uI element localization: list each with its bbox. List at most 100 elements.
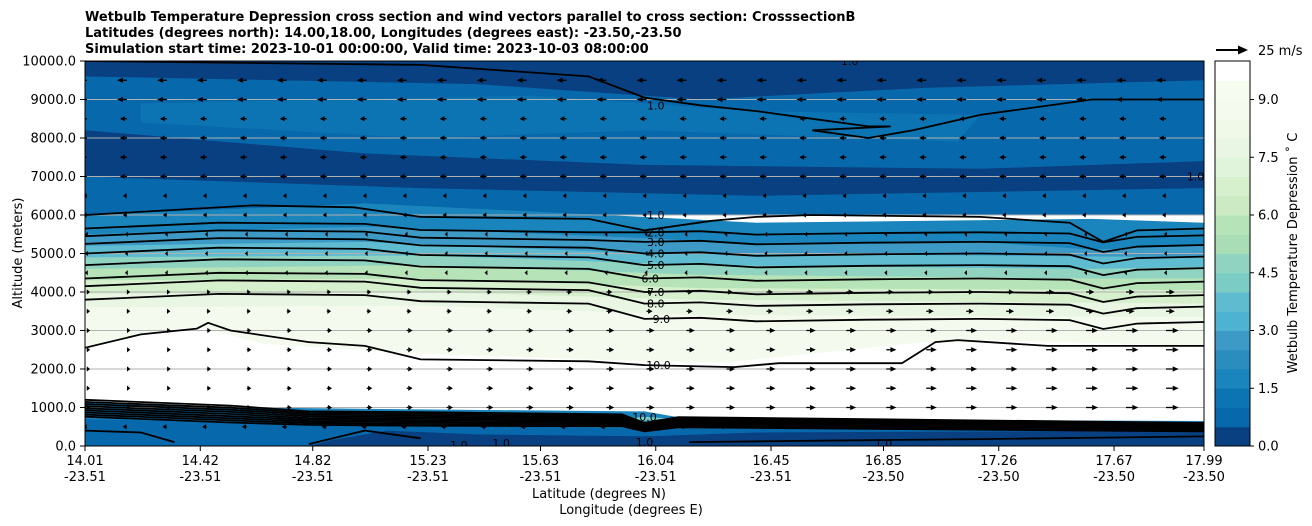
wind-vector-head — [602, 212, 607, 218]
wind-vector-head — [476, 77, 483, 83]
wind-vector-head — [798, 424, 804, 430]
wind-vector-head — [199, 135, 205, 141]
wind-vector-head — [324, 270, 328, 276]
wind-key-arrowhead-icon — [1238, 45, 1248, 55]
wind-vector-head — [567, 308, 573, 314]
y-tick-label: 3000.0 — [31, 324, 77, 339]
colorbar-tick-label: 1.5 — [1258, 382, 1279, 397]
wind-vector-head — [319, 173, 325, 180]
wind-vector-head — [839, 173, 845, 180]
contour-label: 10.0 — [632, 411, 657, 424]
wind-vector-head — [276, 77, 283, 83]
wind-vector-head — [724, 270, 728, 276]
contour-line-surface — [85, 401, 1204, 425]
wind-vector-head — [119, 154, 125, 160]
wind-vector-head — [850, 404, 857, 411]
wind-vector-head — [444, 270, 448, 276]
wind-vector-head — [722, 212, 727, 218]
wind-vector-head — [879, 173, 885, 180]
wind-vector-head — [642, 193, 647, 199]
contour-label: 7.0 — [647, 286, 665, 299]
wind-vector-head — [244, 270, 248, 276]
wind-vector-head — [1039, 135, 1044, 141]
x-tick-label-lat: 15.63 — [522, 454, 559, 469]
wind-vector-head — [207, 404, 211, 411]
wind-vector-head — [562, 193, 567, 199]
wind-vector-head — [567, 289, 573, 295]
wind-vector-head — [810, 385, 816, 391]
wind-vector-head — [488, 327, 494, 334]
wind-vector-head — [439, 135, 445, 141]
wind-vector-head — [167, 327, 171, 334]
wind-vector-head — [1004, 231, 1007, 237]
wind-vector-head — [207, 366, 211, 372]
contour-labels: 1.0 1.0 2.03.04.05.06.07.08.0 9.0 10.0 10.0 1.… — [450, 61, 1204, 450]
wind-vector-head — [1044, 270, 1047, 276]
contour-line-surface-1b — [308, 429, 421, 445]
wind-vector-head — [1036, 424, 1043, 430]
wind-vector-head — [202, 212, 207, 218]
wind-vector-head — [244, 231, 248, 237]
contour-label: 1.0 — [492, 437, 510, 450]
wind-vector-head — [516, 77, 523, 83]
wind-vector-head — [276, 96, 283, 103]
wind-vector-head — [167, 404, 171, 411]
wind-vector-head — [644, 270, 648, 276]
wind-vector-head — [444, 231, 448, 237]
wind-vector-head — [769, 366, 776, 372]
wind-vector-head — [1169, 308, 1175, 314]
wind-vector-head — [799, 173, 805, 180]
wind-vector-head — [207, 308, 211, 314]
contour-line-surface — [85, 405, 1204, 428]
wind-vector-head — [516, 96, 523, 103]
wind-vector-head — [1159, 116, 1164, 122]
wind-vector-head — [284, 270, 288, 276]
wind-vector-head — [564, 231, 568, 237]
wind-vector-head — [162, 212, 167, 218]
wind-vector-head — [167, 385, 171, 391]
wind-vector-head — [848, 308, 854, 314]
x-tick-label-lat: 17.26 — [980, 454, 1017, 469]
wind-vector-head — [86, 385, 91, 391]
contour-line-surface — [85, 411, 1204, 431]
wind-vector-head — [602, 193, 607, 199]
wind-vector-head — [729, 385, 736, 391]
wind-vector-head — [448, 366, 453, 372]
wind-vector-head — [316, 96, 323, 103]
x-tick-label-lat: 17.67 — [1095, 454, 1132, 469]
wind-vector-head — [729, 404, 736, 411]
wind-vector-head — [166, 308, 171, 314]
colorbar-label: Wetbulb Temperature Depression ˚ C — [1285, 133, 1301, 374]
wind-vector-head — [479, 135, 485, 141]
wind-vector-head — [568, 327, 574, 334]
wind-vector-head — [1129, 308, 1135, 314]
wind-vector-head — [636, 96, 643, 103]
wind-vector-head — [359, 154, 365, 160]
wind-vector-head — [559, 116, 565, 122]
wind-vector-head — [522, 212, 527, 218]
wind-vector-head — [930, 327, 937, 334]
wind-vector-head — [924, 231, 928, 237]
wind-vector-head — [649, 366, 655, 372]
wind-vector-head — [810, 366, 816, 372]
contour-fill-band — [308, 430, 1204, 446]
wind-vector-head — [1164, 250, 1167, 257]
colorbar-segment — [1215, 426, 1250, 447]
wind-vector-head — [649, 347, 655, 353]
wind-vector-head — [759, 116, 765, 122]
wind-vector-head — [404, 250, 408, 257]
wind-vector-head — [676, 96, 683, 103]
contour-line-surface — [85, 403, 1204, 426]
wind-vector-head — [799, 135, 805, 141]
wind-vector-head — [718, 424, 724, 430]
wind-vector-head — [367, 308, 372, 314]
wind-vector-head — [850, 347, 857, 353]
wind-vector-head — [399, 173, 405, 180]
wind-vector-head — [247, 327, 252, 334]
wind-vector-head — [564, 250, 568, 257]
wind-vector-head — [1164, 231, 1167, 237]
wind-vector-head — [440, 424, 446, 430]
wind-vector-head — [447, 308, 452, 314]
wind-vector-head — [287, 308, 291, 314]
wind-vector-head — [689, 366, 695, 372]
